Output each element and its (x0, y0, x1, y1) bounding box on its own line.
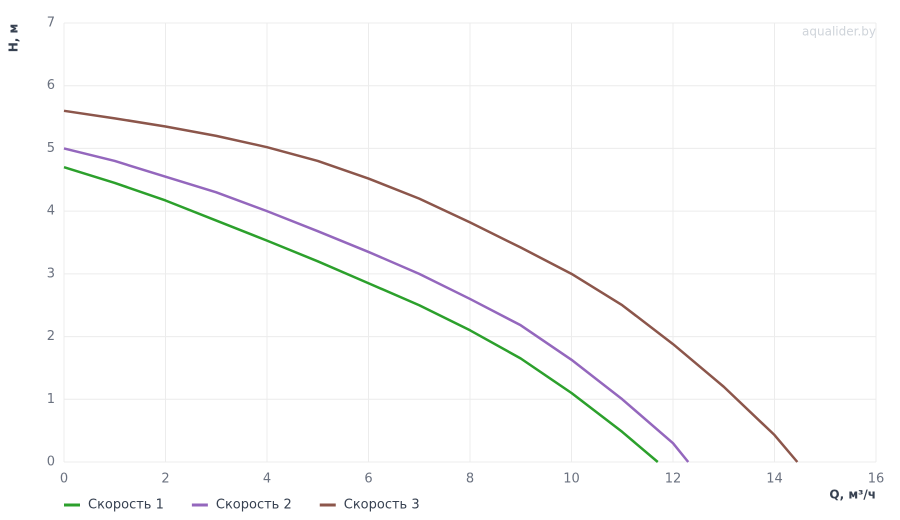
y-tick-label: 0 (47, 455, 55, 470)
y-tick-label: 6 (47, 78, 55, 93)
x-tick-label: 4 (263, 472, 271, 487)
x-tick-label: 0 (60, 472, 68, 487)
y-tick-label: 7 (47, 16, 55, 31)
x-tick-label: 6 (364, 472, 372, 487)
x-tick-label: 2 (161, 472, 169, 487)
x-tick-label: 8 (466, 472, 474, 487)
watermark: aqualider.by (802, 25, 876, 39)
series-line (63, 166, 659, 463)
legend-label: Скорость 1 (88, 498, 164, 513)
y-tick-label: 1 (47, 392, 55, 407)
y-tick-label: 5 (47, 141, 55, 156)
x-tick-label: 14 (766, 472, 783, 487)
x-tick-label: 12 (665, 472, 682, 487)
y-tick-label: 2 (47, 329, 55, 344)
y-axis-title: H, м (7, 24, 21, 53)
legend-label: Скорость 3 (344, 498, 420, 513)
x-axis-title: Q, м³/ч (829, 488, 876, 502)
x-tick-label: 16 (868, 472, 885, 487)
series-line (63, 147, 690, 463)
y-tick-label: 4 (47, 204, 55, 219)
legend-label: Скорость 2 (216, 498, 292, 513)
x-tick-label: 10 (563, 472, 580, 487)
series-line (63, 109, 799, 463)
y-tick-label: 3 (47, 266, 55, 281)
